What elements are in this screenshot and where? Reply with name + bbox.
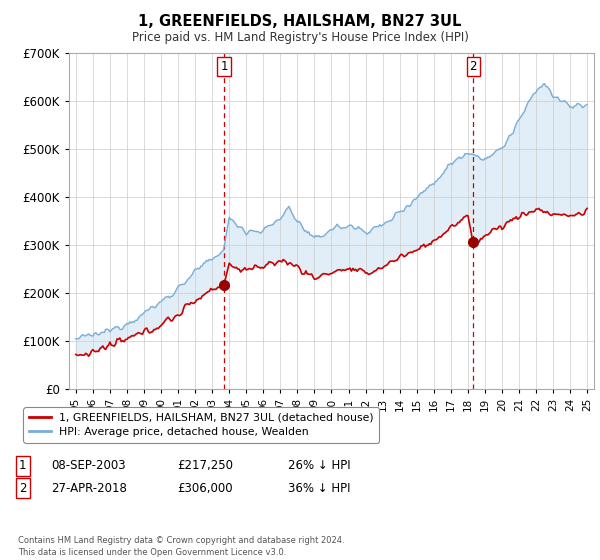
Text: 36% ↓ HPI: 36% ↓ HPI [288,482,350,495]
Text: £217,250: £217,250 [177,459,233,473]
Text: Price paid vs. HM Land Registry's House Price Index (HPI): Price paid vs. HM Land Registry's House … [131,31,469,44]
Text: 1, GREENFIELDS, HAILSHAM, BN27 3UL: 1, GREENFIELDS, HAILSHAM, BN27 3UL [139,14,461,29]
Text: 2: 2 [19,482,26,495]
Text: 08-SEP-2003: 08-SEP-2003 [51,459,125,473]
Legend: 1, GREENFIELDS, HAILSHAM, BN27 3UL (detached house), HPI: Average price, detache: 1, GREENFIELDS, HAILSHAM, BN27 3UL (deta… [23,408,379,442]
Text: 1: 1 [220,60,227,73]
Text: Contains HM Land Registry data © Crown copyright and database right 2024.
This d: Contains HM Land Registry data © Crown c… [18,536,344,557]
Text: 26% ↓ HPI: 26% ↓ HPI [288,459,350,473]
Text: 1: 1 [19,459,26,473]
Text: 2: 2 [470,60,477,73]
Text: £306,000: £306,000 [177,482,233,495]
Text: 27-APR-2018: 27-APR-2018 [51,482,127,495]
